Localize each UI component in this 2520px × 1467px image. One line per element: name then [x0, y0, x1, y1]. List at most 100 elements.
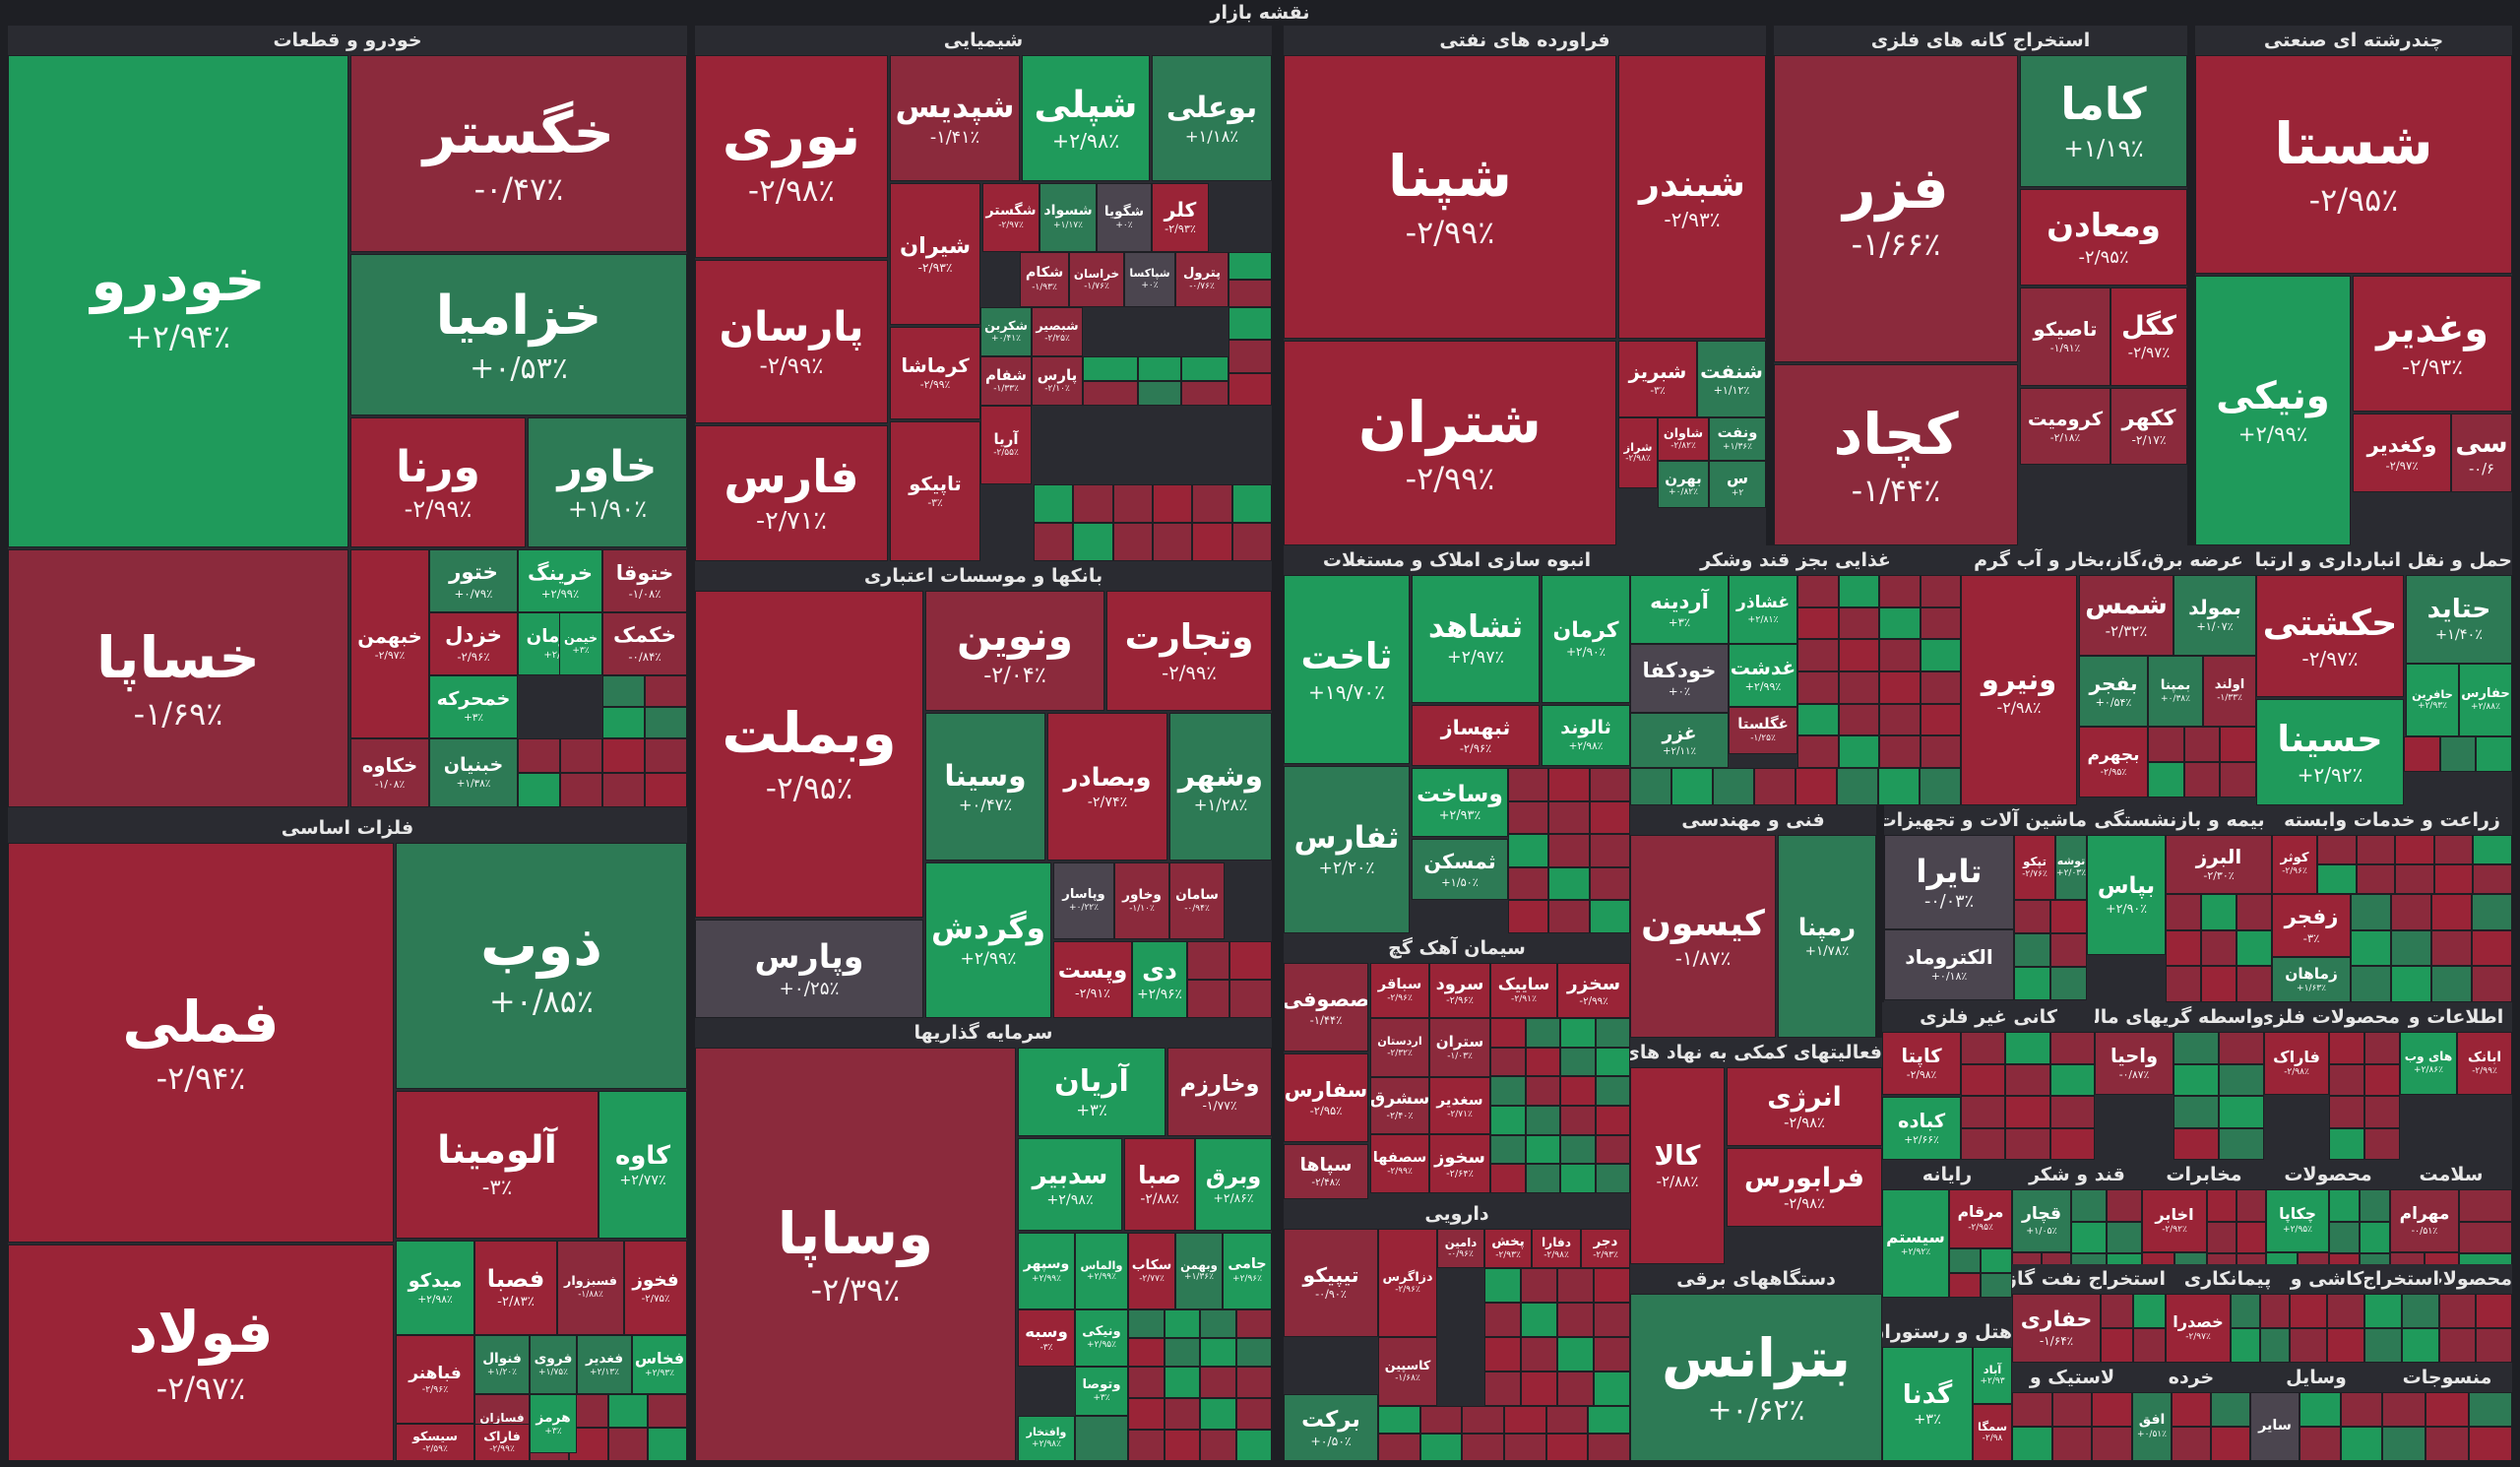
stock-tile[interactable]: ساییک -۲/۹۱٪ — [1490, 963, 1557, 1018]
minor-stock-tile[interactable] — [1961, 1063, 2006, 1096]
stock-tile[interactable]: ابانک -۲/۹۹٪ — [2457, 1032, 2512, 1095]
minor-stock-tile[interactable] — [2382, 1392, 2426, 1427]
minor-stock-tile[interactable] — [2476, 1328, 2512, 1363]
minor-stock-tile[interactable] — [1797, 606, 1839, 640]
stock-tile[interactable]: شپنا -۲/۹۹٪ — [1284, 55, 1616, 339]
minor-stock-tile[interactable] — [1378, 1434, 1420, 1461]
minor-stock-tile[interactable] — [2166, 929, 2201, 967]
stock-tile[interactable]: بفجر +۰/۵۴٪ — [2079, 656, 2148, 727]
stock-tile[interactable]: فخوز -۲/۷۵٪ — [624, 1241, 687, 1335]
minor-stock-tile[interactable] — [1595, 1018, 1630, 1048]
minor-stock-tile[interactable] — [1112, 484, 1153, 523]
stock-tile[interactable]: شگستر -۲/۹۷٪ — [982, 183, 1040, 252]
minor-stock-tile[interactable] — [1595, 1106, 1630, 1135]
stock-tile[interactable]: فصبا -۲/۸۳٪ — [474, 1241, 557, 1335]
minor-stock-tile[interactable] — [2431, 966, 2472, 1002]
minor-stock-tile[interactable] — [2472, 966, 2512, 1002]
minor-stock-tile[interactable] — [2351, 929, 2391, 967]
stock-tile[interactable]: جامی +۲/۹۶٪ — [1223, 1233, 1272, 1309]
minor-stock-tile[interactable] — [2219, 1032, 2264, 1064]
minor-stock-tile[interactable] — [645, 675, 687, 707]
minor-stock-tile[interactable] — [2005, 1127, 2050, 1160]
stock-tile[interactable]: ختور +۰/۷۹٪ — [429, 549, 518, 612]
stock-tile[interactable]: فسبزوار -۱/۸۸٪ — [557, 1241, 624, 1335]
minor-stock-tile[interactable] — [1200, 1309, 1236, 1338]
stock-tile[interactable]: خمحرکه +۳٪ — [429, 675, 518, 738]
minor-stock-tile[interactable] — [1229, 941, 1272, 980]
minor-stock-tile[interactable] — [645, 773, 687, 807]
minor-stock-tile[interactable] — [1589, 834, 1630, 867]
stock-tile[interactable]: شکام -۱/۹۳٪ — [1020, 252, 1069, 307]
minor-stock-tile[interactable] — [1588, 1434, 1630, 1461]
minor-stock-tile[interactable] — [1521, 1371, 1557, 1406]
minor-stock-tile[interactable] — [2049, 1127, 2095, 1160]
stock-tile[interactable]: فزر -۱/۶۶٪ — [1774, 55, 2018, 362]
stock-tile[interactable]: سخوز -۲/۶۴٪ — [1429, 1134, 1490, 1193]
stock-tile[interactable]: خکاوه -۱/۰۸٪ — [350, 738, 429, 807]
stock-tile[interactable]: فروی +۱/۷۵٪ — [530, 1335, 577, 1394]
stock-tile[interactable]: وافتخار +۲/۹۸٪ — [1018, 1416, 1075, 1461]
minor-stock-tile[interactable] — [2219, 1063, 2264, 1096]
stock-tile[interactable]: زماهان +۱/۶۳٪ — [2272, 957, 2351, 1002]
minor-stock-tile[interactable] — [2231, 1294, 2260, 1328]
minor-stock-tile[interactable] — [2341, 1392, 2382, 1427]
minor-stock-tile[interactable] — [2351, 894, 2391, 930]
minor-stock-tile[interactable] — [1589, 768, 1630, 801]
stock-tile[interactable]: وگردش +۲/۹۹٪ — [925, 862, 1051, 1018]
minor-stock-tile[interactable] — [1838, 703, 1879, 736]
minor-stock-tile[interactable] — [2290, 1328, 2327, 1363]
minor-stock-tile[interactable] — [1034, 523, 1074, 561]
minor-stock-tile[interactable] — [1164, 1338, 1200, 1367]
stock-tile[interactable]: کوثر -۲/۹۶٪ — [2272, 835, 2317, 894]
minor-stock-tile[interactable] — [2364, 1328, 2402, 1363]
minor-stock-tile[interactable] — [2014, 933, 2050, 967]
minor-stock-tile[interactable] — [1419, 1434, 1463, 1461]
minor-stock-tile[interactable] — [1548, 900, 1590, 933]
stock-tile[interactable]: ورنا -۲/۹۹٪ — [350, 417, 526, 547]
stock-tile[interactable]: حافرین +۲/۹۳٪ — [2406, 664, 2459, 736]
minor-stock-tile[interactable] — [602, 773, 645, 807]
stock-tile[interactable]: واحیا -۰/۸۷٪ — [2095, 1032, 2174, 1095]
minor-stock-tile[interactable] — [2327, 1294, 2364, 1328]
minor-stock-tile[interactable] — [1560, 1134, 1596, 1165]
minor-stock-tile[interactable] — [2290, 1294, 2327, 1328]
minor-stock-tile[interactable] — [2439, 736, 2477, 772]
stock-tile[interactable]: غگلستا -۱/۲۵٪ — [1729, 707, 1797, 754]
minor-stock-tile[interactable] — [608, 1394, 648, 1428]
minor-stock-tile[interactable] — [1671, 768, 1713, 805]
stock-tile[interactable]: شپاکسا +۰٪ — [1124, 252, 1175, 307]
minor-stock-tile[interactable] — [1508, 768, 1549, 801]
stock-tile[interactable]: وبصادر -۲/۷۴٪ — [1047, 713, 1167, 861]
minor-stock-tile[interactable] — [1200, 1430, 1236, 1461]
minor-stock-tile[interactable] — [1630, 768, 1671, 805]
minor-stock-tile[interactable] — [2211, 1427, 2250, 1461]
minor-stock-tile[interactable] — [1594, 1303, 1630, 1337]
stock-tile[interactable]: ومعادن -۲/۹۵٪ — [2020, 189, 2187, 286]
minor-stock-tile[interactable] — [1187, 941, 1229, 980]
minor-stock-tile[interactable] — [1181, 356, 1228, 381]
stock-tile[interactable]: پارس -۲/۱۰٪ — [1032, 356, 1083, 406]
stock-tile[interactable]: وسبه -۳٪ — [1018, 1309, 1075, 1367]
stock-tile[interactable]: شتران -۲/۹۹٪ — [1284, 341, 1616, 545]
minor-stock-tile[interactable] — [2201, 894, 2236, 930]
stock-tile[interactable]: ونفت +۱/۳۶٪ — [1709, 417, 1766, 461]
minor-stock-tile[interactable] — [2391, 894, 2431, 930]
stock-tile[interactable]: کرماشا -۲/۹۹٪ — [890, 327, 980, 419]
minor-stock-tile[interactable] — [2341, 1427, 2382, 1461]
minor-stock-tile[interactable] — [1548, 800, 1590, 835]
minor-stock-tile[interactable] — [1594, 1268, 1630, 1303]
minor-stock-tile[interactable] — [1525, 1134, 1560, 1165]
minor-stock-tile[interactable] — [1557, 1371, 1594, 1406]
minor-stock-tile[interactable] — [1545, 1406, 1589, 1434]
minor-stock-tile[interactable] — [2107, 1189, 2142, 1222]
minor-stock-tile[interactable] — [1462, 1406, 1504, 1434]
minor-stock-tile[interactable] — [2201, 966, 2236, 1002]
minor-stock-tile[interactable] — [1187, 980, 1229, 1018]
stock-tile[interactable]: پخش -۲/۹۳٪ — [1484, 1229, 1532, 1268]
minor-stock-tile[interactable] — [1920, 606, 1961, 640]
stock-tile[interactable]: سرود -۲/۹۶٪ — [1429, 963, 1490, 1018]
minor-stock-tile[interactable] — [1192, 484, 1232, 523]
minor-stock-tile[interactable] — [2051, 1392, 2093, 1427]
stock-tile[interactable]: های وب +۲/۸۶٪ — [2400, 1032, 2457, 1095]
minor-stock-tile[interactable] — [1754, 768, 1796, 805]
